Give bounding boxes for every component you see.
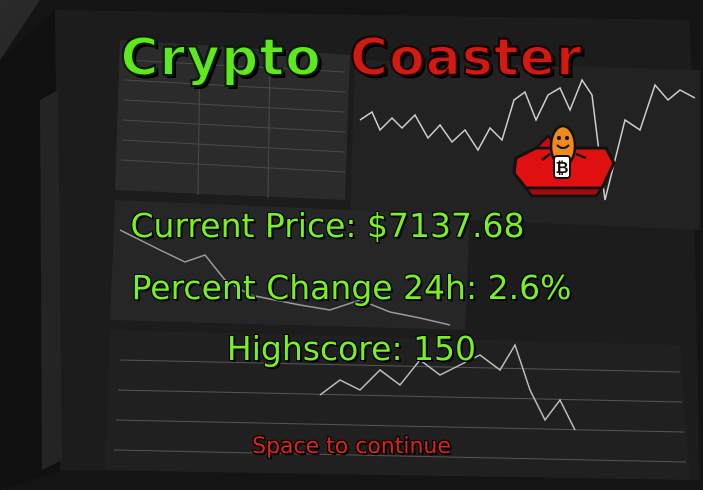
- highscore-value: 150: [413, 329, 477, 368]
- svg-text:₿: ₿: [555, 158, 568, 177]
- game-title: Crypto Coaster: [0, 27, 703, 98]
- highscore-label: Highscore:: [226, 329, 403, 368]
- current-price-value: $7137.68: [367, 206, 525, 245]
- current-price-row: Current Price: $7137.68: [0, 206, 679, 245]
- current-price-label: Current Price:: [130, 206, 357, 245]
- highscore-row: Highscore: 150: [0, 329, 703, 368]
- continue-prompt[interactable]: Space to continue: [252, 434, 451, 459]
- title-word-coaster: Coaster: [349, 27, 583, 89]
- percent-change-row: Percent Change 24h: 2.6%: [0, 268, 703, 307]
- title-word-crypto: Crypto: [119, 27, 322, 89]
- percent-change-label: Percent Change 24h:: [131, 268, 478, 307]
- percent-change-value: 2.6%: [487, 268, 572, 307]
- coaster-cart-bitcoin-icon: ₿: [512, 124, 616, 198]
